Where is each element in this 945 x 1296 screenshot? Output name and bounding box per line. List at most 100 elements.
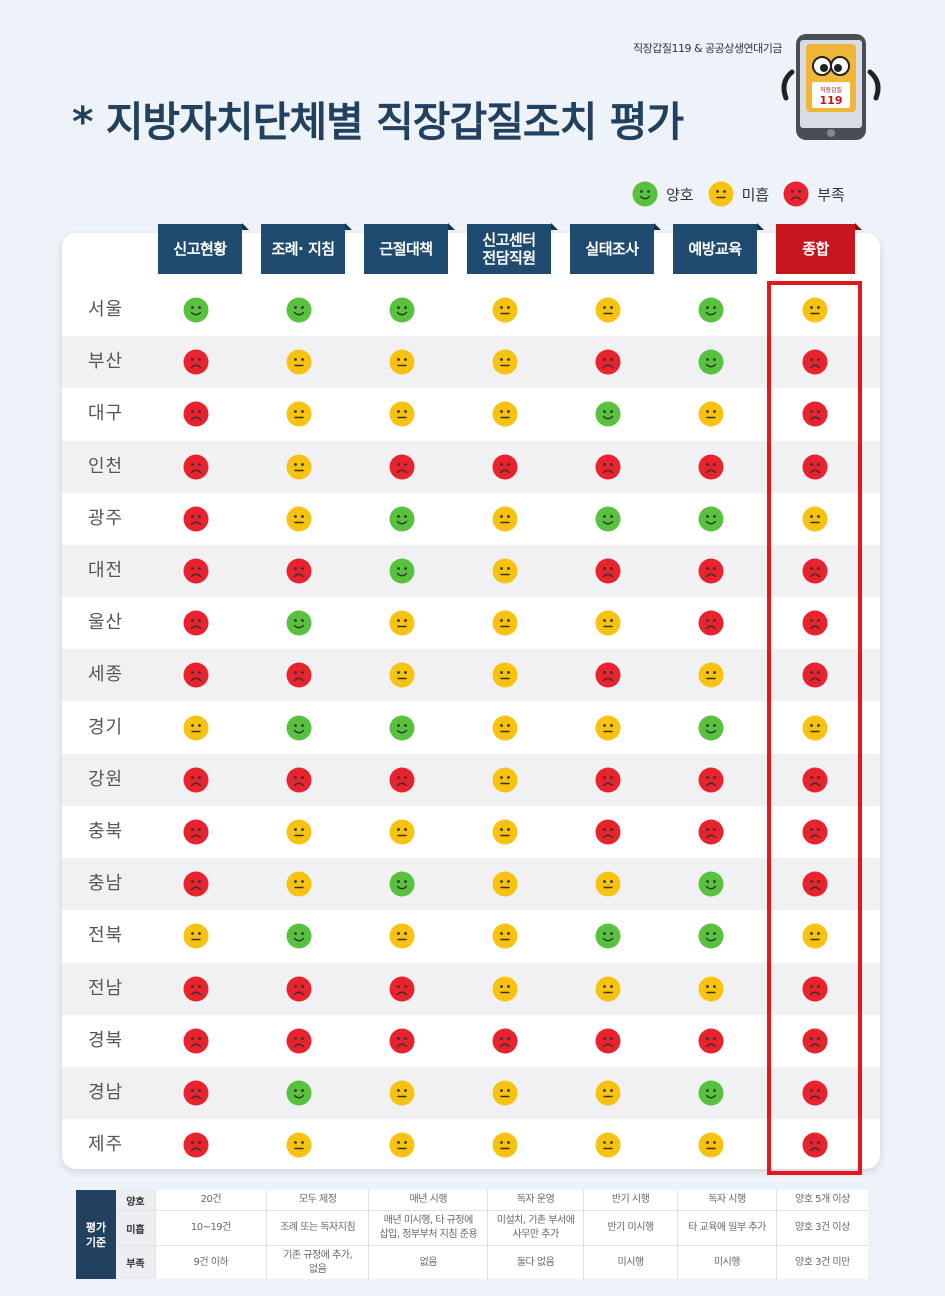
frown-face-icon: [183, 767, 209, 793]
criteria-cell: 9건 이하: [154, 1246, 266, 1279]
neutral-face-icon: [802, 923, 828, 949]
neutral-face-icon: [492, 401, 518, 427]
region-name: 인천: [88, 455, 124, 477]
neutral-face-icon: [802, 506, 828, 532]
neutral-face-icon: [389, 819, 415, 845]
neutral-face-icon: [802, 297, 828, 323]
region-name: 전북: [88, 925, 124, 947]
column-header-education: 예방교육: [673, 223, 764, 274]
criteria-cell: 미시행: [583, 1246, 677, 1279]
neutral-face-icon: [492, 297, 518, 323]
legend-item-poor: 부족: [783, 181, 845, 207]
neutral-face-icon: [698, 662, 724, 688]
criteria-cell: 10~19건: [154, 1211, 266, 1245]
table-row: 인천: [62, 440, 880, 493]
frown-face-icon: [389, 767, 415, 793]
frown-face-icon: [183, 662, 209, 688]
neutral-face-icon: [595, 610, 621, 636]
column-header-total: 종합: [776, 223, 862, 274]
table-row: 울산: [62, 597, 880, 649]
frown-face-icon: [595, 558, 621, 584]
frown-face-icon: [286, 662, 312, 688]
frown-face-icon: [802, 1132, 828, 1158]
neutral-face-icon: [286, 871, 312, 897]
criteria-level-label: 양호: [116, 1190, 155, 1210]
frown-face-icon: [183, 1132, 209, 1158]
smile-face-icon: [286, 297, 312, 323]
frown-face-icon: [802, 871, 828, 897]
frown-face-icon: [802, 454, 828, 480]
neutral-face-icon: [698, 976, 724, 1002]
neutral-face-icon: [492, 819, 518, 845]
source-credit: 직장갑질119 & 공공상생연대기금: [633, 42, 783, 55]
region-name: 제주: [88, 1134, 124, 1156]
criteria-row-poor: 부족 9건 이하 기존 규정에 추가, 없음 없음 둘다 없음 미시행 미시행 …: [116, 1245, 868, 1279]
neutral-face-icon: [286, 349, 312, 375]
smile-face-icon: [286, 610, 312, 636]
frown-face-icon: [389, 976, 415, 1002]
neutral-face-icon: [492, 923, 518, 949]
smile-face-icon: [698, 1080, 724, 1106]
neutral-face-icon: [698, 1132, 724, 1158]
criteria-cell: 독자 운영: [487, 1190, 583, 1210]
frown-face-icon: [698, 454, 724, 480]
frown-face-icon: [286, 767, 312, 793]
legend-label-poor: 부족: [817, 185, 845, 204]
criteria-cell: 양호 3건 미만: [775, 1246, 868, 1279]
region-name: 울산: [88, 612, 124, 634]
mascot-phone-icon: 직장갑질 119: [781, 34, 881, 140]
frown-face-icon: [698, 767, 724, 793]
smile-face-icon: [698, 297, 724, 323]
neutral-face-icon: [286, 819, 312, 845]
criteria-table: 평가 기준 양호 20건 모두 제정 매년 시행 독자 운영 반기 시행 독자 …: [76, 1190, 868, 1279]
frown-face-icon: [183, 558, 209, 584]
mascot-label-top: 직장갑질: [820, 86, 842, 94]
frown-face-icon: [492, 1028, 518, 1054]
table-row: 광주: [62, 493, 880, 545]
mascot-label-num: 119: [820, 94, 843, 107]
table-row: 제주: [62, 1119, 880, 1171]
frown-face-icon: [183, 349, 209, 375]
frown-face-icon: [802, 767, 828, 793]
smile-face-icon: [698, 506, 724, 532]
table-row: 부산: [62, 336, 880, 389]
neutral-face-icon: [698, 401, 724, 427]
neutral-face-icon: [492, 767, 518, 793]
table-row: 세종: [62, 649, 880, 702]
neutral-face-icon: [595, 976, 621, 1002]
region-name: 충북: [88, 821, 124, 842]
neutral-face-icon: [183, 715, 209, 741]
neutral-face-icon: [595, 1132, 621, 1158]
neutral-face-icon: [492, 610, 518, 636]
criteria-cell: 기존 규정에 추가, 없음: [265, 1246, 369, 1279]
table-row: 경기: [62, 702, 880, 754]
frown-face-icon: [802, 819, 828, 845]
neutral-face-icon: [286, 1132, 312, 1158]
criteria-row-fair: 미흡 10~19건 조례 또는 독자지침 매년 미시행, 타 규정에 삽입, 정…: [116, 1210, 868, 1245]
neutral-face-icon: [802, 715, 828, 741]
frown-face-icon: [802, 558, 828, 584]
criteria-cell: 미설치, 기존 부서에 사무만 추가: [487, 1211, 583, 1245]
neutral-face-icon: [595, 297, 621, 323]
criteria-header: 평가 기준: [76, 1190, 116, 1279]
criteria-cell: 반기 미시행: [583, 1211, 677, 1245]
smile-face-icon: [698, 715, 724, 741]
region-name: 경기: [88, 716, 124, 738]
frown-face-icon: [802, 349, 828, 375]
criteria-cell: 둘다 없음: [487, 1246, 583, 1279]
frown-face-icon: [595, 454, 621, 480]
smile-face-icon: [286, 715, 312, 741]
neutral-face-icon: [389, 1080, 415, 1106]
legend-item-good: 양호: [632, 181, 694, 207]
table-row: 경북: [62, 1015, 880, 1067]
neutral-face-icon: [492, 506, 518, 532]
smile-face-icon: [595, 923, 621, 949]
region-name: 경남: [88, 1082, 124, 1103]
criteria-cell: 매년 미시행, 타 규정에 삽입, 정부부처 지침 준용: [368, 1211, 487, 1245]
legend-label-fair: 미흡: [741, 185, 770, 204]
frown-face-icon: [286, 1028, 312, 1054]
table-row: 강원: [62, 753, 880, 806]
smile-face-icon: [632, 181, 658, 207]
legend: 양호 미흡 부족: [632, 181, 853, 207]
region-name: 전남: [88, 977, 124, 999]
